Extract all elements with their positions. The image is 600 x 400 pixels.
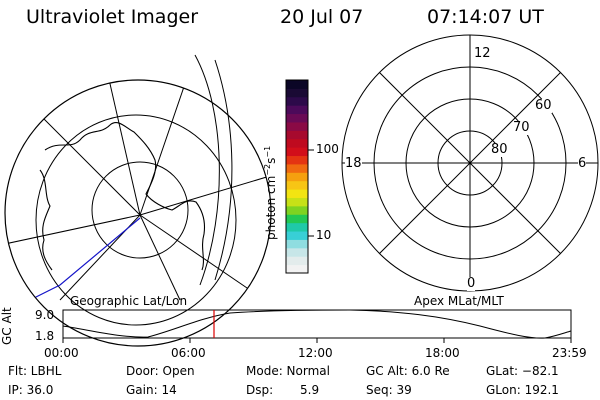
satellite-track [29, 217, 141, 301]
colorbar-cell [286, 96, 308, 106]
colorbar-cell [286, 155, 308, 165]
altitude-ylabel: GC Alt [0, 307, 14, 345]
coastline [39, 122, 206, 271]
mlt-label-18: 18 [345, 156, 362, 171]
geo-arc [214, 59, 233, 281]
info-gcalt: GC Alt: 6.0 Re [366, 364, 450, 378]
colorbar-cell [286, 172, 308, 182]
x-tick-label: 00:00 [44, 346, 79, 360]
geo-meridian [139, 214, 181, 301]
colorbar-cell [286, 138, 308, 148]
x-tick-label: 12:00 [298, 346, 333, 360]
apex-map-label: Apex MLat/MLT [414, 294, 504, 308]
colorbar-cell [286, 163, 308, 173]
x-tick-label: 18:00 [425, 346, 460, 360]
info-flt: Flt: LBHL [8, 364, 62, 378]
altitude-ytick-high: 9.0 [35, 308, 55, 322]
mlt-label-6: 6 [578, 156, 587, 171]
info-dsp-value: 5.9 [300, 383, 320, 397]
altitude-ytick-low: 1.8 [35, 329, 55, 343]
x-tick-label: 23:59 [552, 346, 587, 360]
colorbar-cell [286, 130, 308, 140]
colorbar-tick-label-10: 10 [316, 228, 332, 242]
colorbar-cell [286, 256, 308, 266]
x-tick-label: 06:00 [171, 346, 206, 360]
info-door: Door: Open [126, 364, 195, 378]
colorbar-cell [286, 214, 308, 224]
colorbar-frame [285, 79, 309, 274]
info-seq: Seq: 39 [366, 383, 412, 397]
app-title: Ultraviolet Imager [26, 6, 199, 28]
colorbar-cell [286, 105, 308, 115]
colorbar-cell [286, 231, 308, 240]
colorbar-cell [286, 205, 308, 215]
geo-meridian [5, 214, 141, 246]
colorbar-cell [286, 180, 308, 190]
geo-map-border [4, 79, 272, 347]
colorbar-cell [286, 247, 308, 257]
header-date: 20 Jul 07 [280, 6, 364, 28]
colorbar-cell [286, 80, 308, 89]
colorbar-cell [286, 264, 308, 274]
info-glat: GLat: −82.1 [486, 364, 559, 378]
mlt-line-diag [379, 72, 561, 254]
altitude-curve [62, 309, 572, 339]
geo-lat-circle-70 [35, 114, 237, 326]
colorbar-cell [286, 113, 308, 123]
geo-lat-circle-80 [91, 161, 189, 259]
mlat-label-80: 80 [491, 142, 508, 157]
info-gain: Gain: 14 [126, 383, 177, 397]
colorbar-cell [286, 239, 308, 249]
info-glon: GLon: 192.1 [486, 383, 559, 397]
geo-arc [194, 54, 220, 286]
info-ip: IP: 36.0 [8, 383, 54, 397]
colorbar-cell [286, 147, 308, 157]
mlt-label-0: 0 [467, 276, 476, 291]
colorbar-cell [286, 121, 308, 131]
colorbar-cell [286, 88, 308, 98]
geo-map-label: Geographic Lat/Lon [70, 294, 188, 308]
header-time: 07:14:07 UT [427, 6, 544, 28]
colorbar-cell [286, 189, 308, 198]
altitude-plot-frame [62, 309, 572, 339]
colorbar-tick-label-100: 100 [316, 142, 339, 156]
colorbar-cell [286, 222, 308, 232]
info-mode: Mode: Normal [246, 364, 330, 378]
colorbar-cell [286, 197, 308, 207]
mlat-label-60: 60 [535, 98, 552, 113]
info-dsp-label: Dsp: [246, 383, 274, 397]
mlt-label-12: 12 [474, 46, 491, 61]
geo-meridian [139, 214, 251, 291]
geo-meridian [99, 80, 141, 216]
mlat-label-70: 70 [513, 120, 530, 135]
